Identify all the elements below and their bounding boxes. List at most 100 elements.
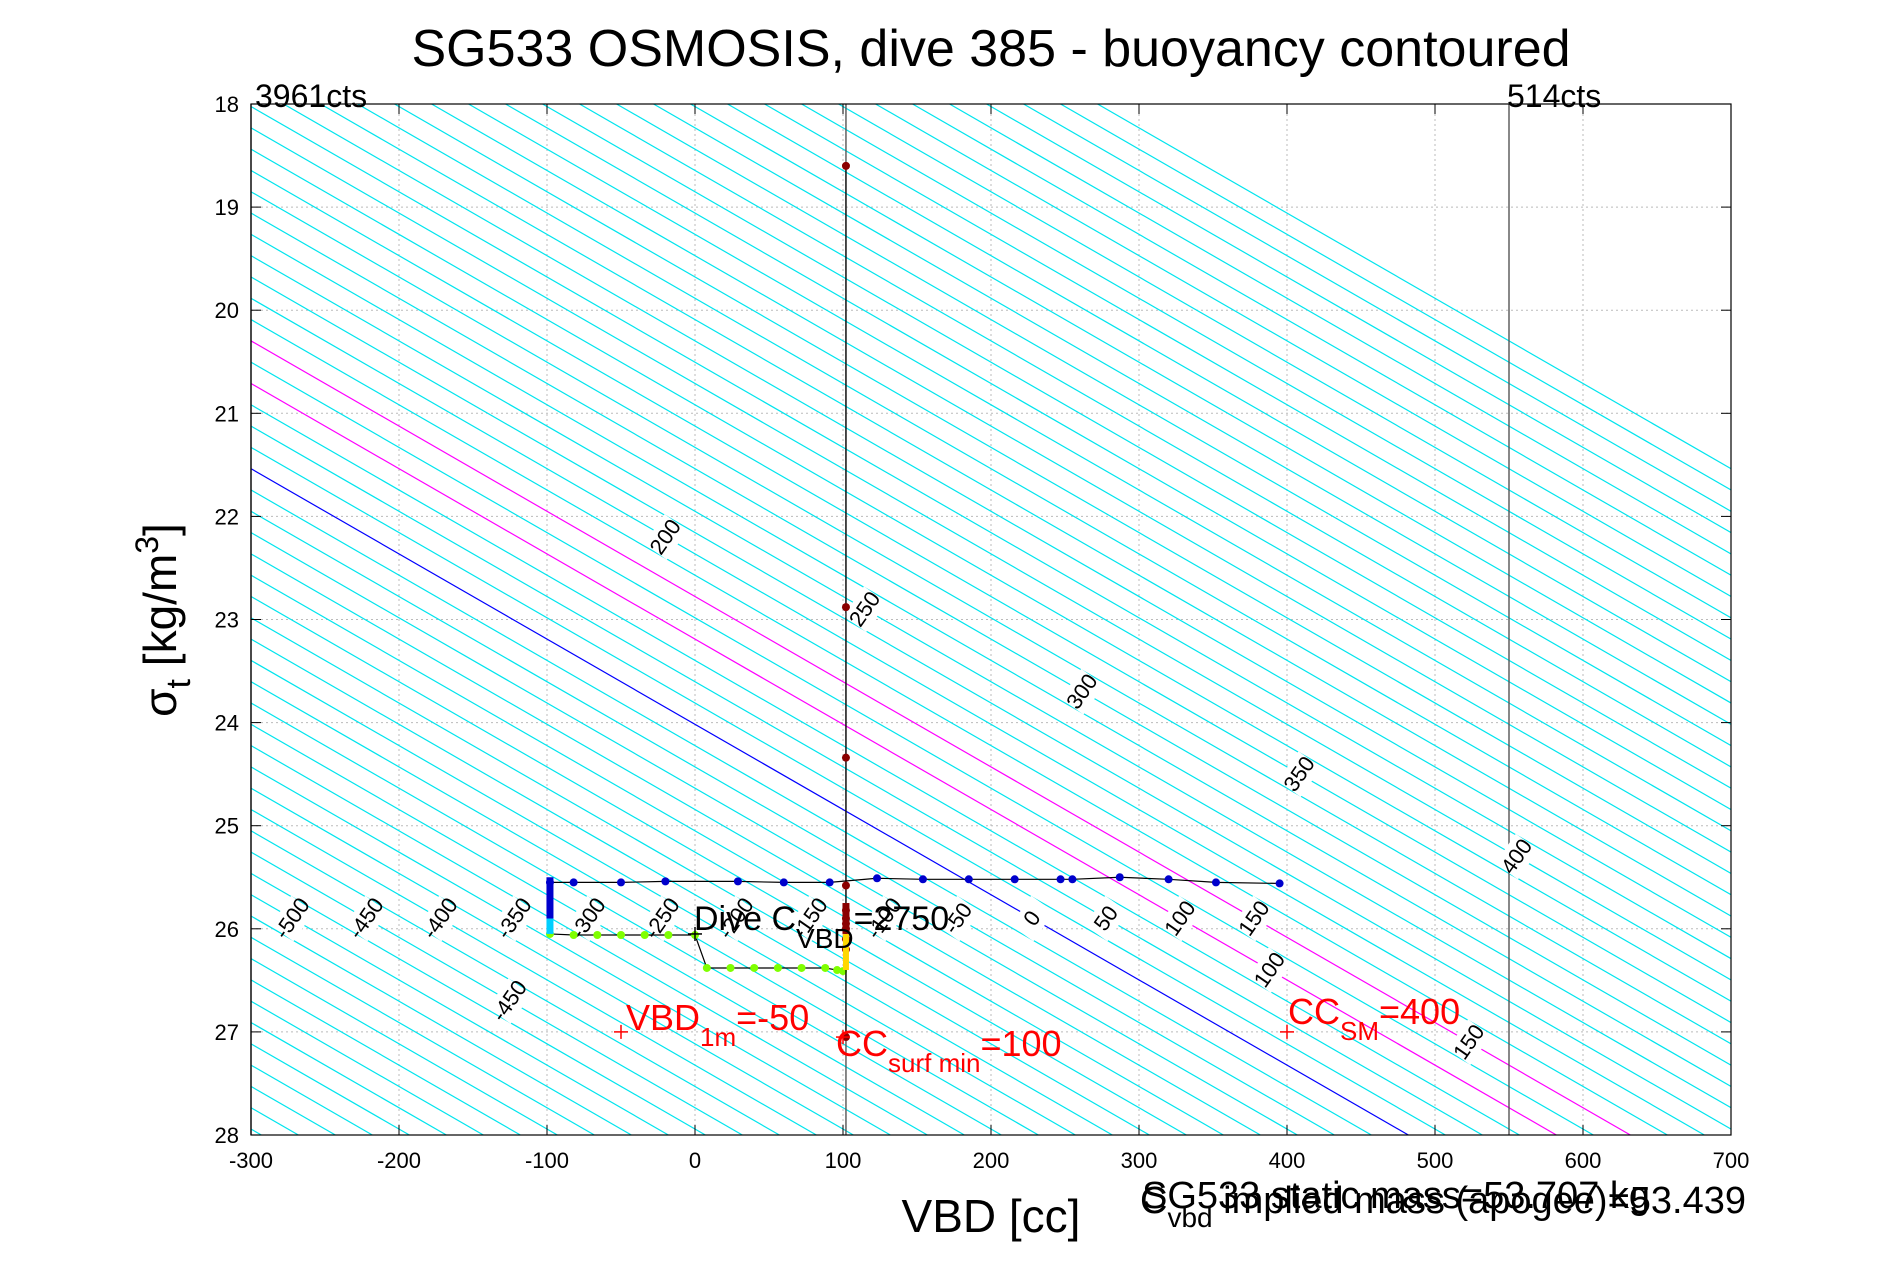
data-point [1211, 878, 1220, 887]
data-point [1164, 875, 1173, 884]
y-axis-label-unit: [kg/m [134, 554, 186, 679]
y-tick-label: 18 [215, 92, 239, 117]
footer-static-mass: SG533 static mass=53.707 kg [1142, 1175, 1650, 1217]
contour-label-middle-bg [788, 895, 833, 942]
contour-line [251, 574, 1224, 1135]
cc-surf-min-value: =100 [980, 1023, 1061, 1064]
y-tick-label: 21 [215, 401, 239, 426]
data-point [964, 875, 973, 884]
contour-label-middle-bg [1248, 947, 1292, 993]
dive-series [545, 161, 1284, 1042]
contour-line [468, 104, 1731, 832]
contour-line [251, 191, 1731, 1045]
vbd-1m-label: VBD [626, 997, 700, 1038]
data-point [664, 930, 673, 939]
buoyancy-contours [251, 104, 1731, 1135]
x-tick-label: -200 [377, 1148, 421, 1173]
data-point [833, 966, 842, 975]
data-point [640, 930, 649, 939]
data-point [873, 874, 882, 883]
contour-line [251, 595, 1187, 1135]
contour-line [251, 254, 1731, 1109]
contour-line [251, 489, 1372, 1135]
y-tick-label: 19 [215, 195, 239, 220]
x-tick-label: 600 [1565, 1148, 1602, 1173]
data-point [825, 878, 834, 887]
contour-label-middle-bg [344, 895, 389, 942]
contour-label-right-bg [1060, 668, 1105, 715]
contour-line [283, 104, 1731, 939]
footer-implied-mass-subscript: vbd [1167, 1202, 1212, 1233]
contour-line [251, 744, 928, 1135]
contour-line [251, 148, 1731, 1002]
x-tick-label: 500 [1417, 1148, 1454, 1173]
contour-line [251, 915, 632, 1135]
contour-line [251, 702, 1002, 1135]
contour-label-middle-bg [1232, 895, 1277, 942]
data-point [1115, 873, 1124, 882]
contour-line [251, 851, 743, 1135]
cc-sm-subscript: SM [1340, 1016, 1379, 1046]
cc-surf-min-subscript: surf min [888, 1048, 980, 1078]
contour-line [542, 104, 1731, 789]
x-tick-label: 300 [1121, 1148, 1158, 1173]
left-limit-label: 3961cts [255, 78, 367, 114]
dive-c-label: Dive C [694, 900, 796, 938]
contour-line [251, 105, 1731, 960]
right-limit-label: 514cts [1507, 78, 1601, 114]
data-point [779, 878, 788, 887]
cc-sm-label: CC [1288, 991, 1340, 1032]
contour-label-middle-bg [1447, 1019, 1491, 1065]
x-tick-label: 200 [973, 1148, 1010, 1173]
cc-surf-min-annotation: CCsurf min=100 [836, 1023, 1062, 1078]
data-point [1010, 875, 1019, 884]
contour-line [251, 127, 1731, 981]
contour-line [251, 659, 1076, 1135]
y-axis-label: σt [kg/m3] [129, 523, 198, 717]
contour-line [1060, 104, 1731, 491]
data-point [841, 753, 850, 762]
data-point [593, 930, 602, 939]
contour-line [251, 957, 558, 1135]
contour-label-middle-bg [936, 895, 981, 942]
y-tick-label: 28 [215, 1123, 239, 1148]
x-axis: -300 -200 -100 0 100 200 300 400 500 600 700 [229, 104, 1749, 1173]
contour-line [912, 104, 1731, 576]
y-tick-label: 24 [215, 711, 239, 736]
y-tick-label: 20 [215, 298, 239, 323]
y-tick-label: 27 [215, 1020, 239, 1045]
contour-line [394, 104, 1731, 875]
contour-label-right-bg [1495, 833, 1539, 880]
contour-line [251, 510, 1335, 1135]
data-point [569, 878, 578, 887]
footer-implied-mass-prefix: C [1140, 1180, 1167, 1222]
dive-c-subscript: VBD [796, 923, 854, 954]
data-point [841, 881, 850, 890]
contour-line [579, 104, 1731, 768]
contour-line [764, 104, 1731, 662]
data-point [726, 963, 735, 972]
contour-label-middle-bg [492, 895, 537, 942]
y-tick-label: 23 [215, 608, 239, 633]
contour-line [838, 104, 1731, 619]
contour-label-middle-bg [1010, 895, 1055, 942]
data-point [797, 963, 806, 972]
contour-line [690, 104, 1731, 704]
data-point [1275, 879, 1284, 888]
contour-label-right-bg [643, 514, 688, 560]
y-tick-label: 26 [215, 917, 239, 942]
data-point [617, 930, 625, 939]
x-tick-label: 100 [825, 1148, 862, 1173]
y-axis-label-close: ] [134, 523, 186, 536]
data-point [773, 963, 782, 972]
data-point [1056, 875, 1065, 884]
y-axis-label-text: σt [kg/m3] [129, 523, 198, 717]
contour-line [251, 169, 1731, 1024]
contour-line [949, 104, 1731, 555]
data-point [841, 603, 850, 612]
annotation-markers [614, 926, 1294, 1045]
contour-label-middle-bg [862, 895, 907, 942]
contour-line [875, 104, 1731, 598]
contour-line [251, 446, 1446, 1135]
